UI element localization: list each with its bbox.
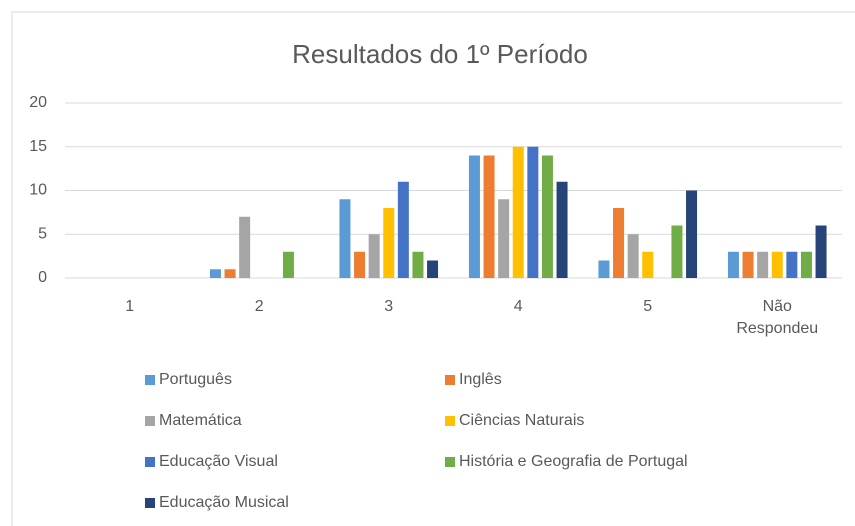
y-tick-label: 10	[29, 182, 47, 199]
bar	[786, 251, 798, 278]
bar	[527, 146, 539, 278]
legend-swatch	[445, 375, 455, 385]
bar	[815, 225, 827, 278]
legend-label: História e Geografia de Portugal	[459, 453, 688, 470]
x-tick-label: 5	[643, 298, 653, 315]
bar	[727, 251, 739, 278]
bar	[800, 251, 812, 278]
legend-label: Inglês	[459, 371, 502, 388]
bar	[339, 199, 351, 278]
x-tick-label: Não Respondeu	[736, 298, 819, 337]
bar	[397, 181, 409, 278]
bar	[686, 190, 698, 278]
bar	[239, 216, 251, 278]
legend-swatch	[145, 498, 155, 508]
bar	[412, 251, 424, 278]
bar	[368, 234, 380, 278]
chart-title: Resultados do 1º Período	[292, 39, 588, 69]
bar	[613, 208, 625, 278]
bar	[354, 251, 366, 278]
legend-label: Português	[159, 371, 232, 388]
bar	[771, 251, 783, 278]
legend-swatch	[445, 457, 455, 467]
legend-label: Matemática	[159, 412, 242, 429]
bar	[512, 146, 524, 278]
legend-swatch	[145, 375, 155, 385]
legend-label: Educação Musical	[159, 494, 289, 511]
bar	[742, 251, 754, 278]
x-tick-label: 4	[513, 298, 523, 315]
x-tick-label: 2	[254, 298, 264, 315]
x-tick-label: 1	[125, 298, 135, 315]
bar	[498, 199, 510, 278]
bar	[468, 155, 480, 278]
x-tick-label: 3	[384, 298, 394, 315]
bar	[642, 251, 654, 278]
bar	[427, 260, 439, 278]
bar	[757, 251, 769, 278]
y-tick-label: 5	[38, 225, 47, 242]
bar	[483, 155, 495, 278]
y-tick-label: 15	[29, 138, 47, 155]
bar	[209, 269, 221, 278]
bar	[282, 251, 294, 278]
legend-swatch	[445, 416, 455, 426]
bar	[598, 260, 610, 278]
bar	[671, 225, 683, 278]
legend-label: Ciências Naturais	[459, 412, 584, 429]
y-tick-label: 20	[29, 94, 47, 111]
bar	[224, 269, 236, 278]
legend-label: Educação Visual	[159, 453, 278, 470]
bar	[541, 155, 553, 278]
bar	[383, 208, 395, 278]
y-tick-label: 0	[38, 269, 47, 286]
bar	[627, 234, 639, 278]
legend-swatch	[145, 457, 155, 467]
legend-swatch	[145, 416, 155, 426]
bar	[556, 181, 568, 278]
